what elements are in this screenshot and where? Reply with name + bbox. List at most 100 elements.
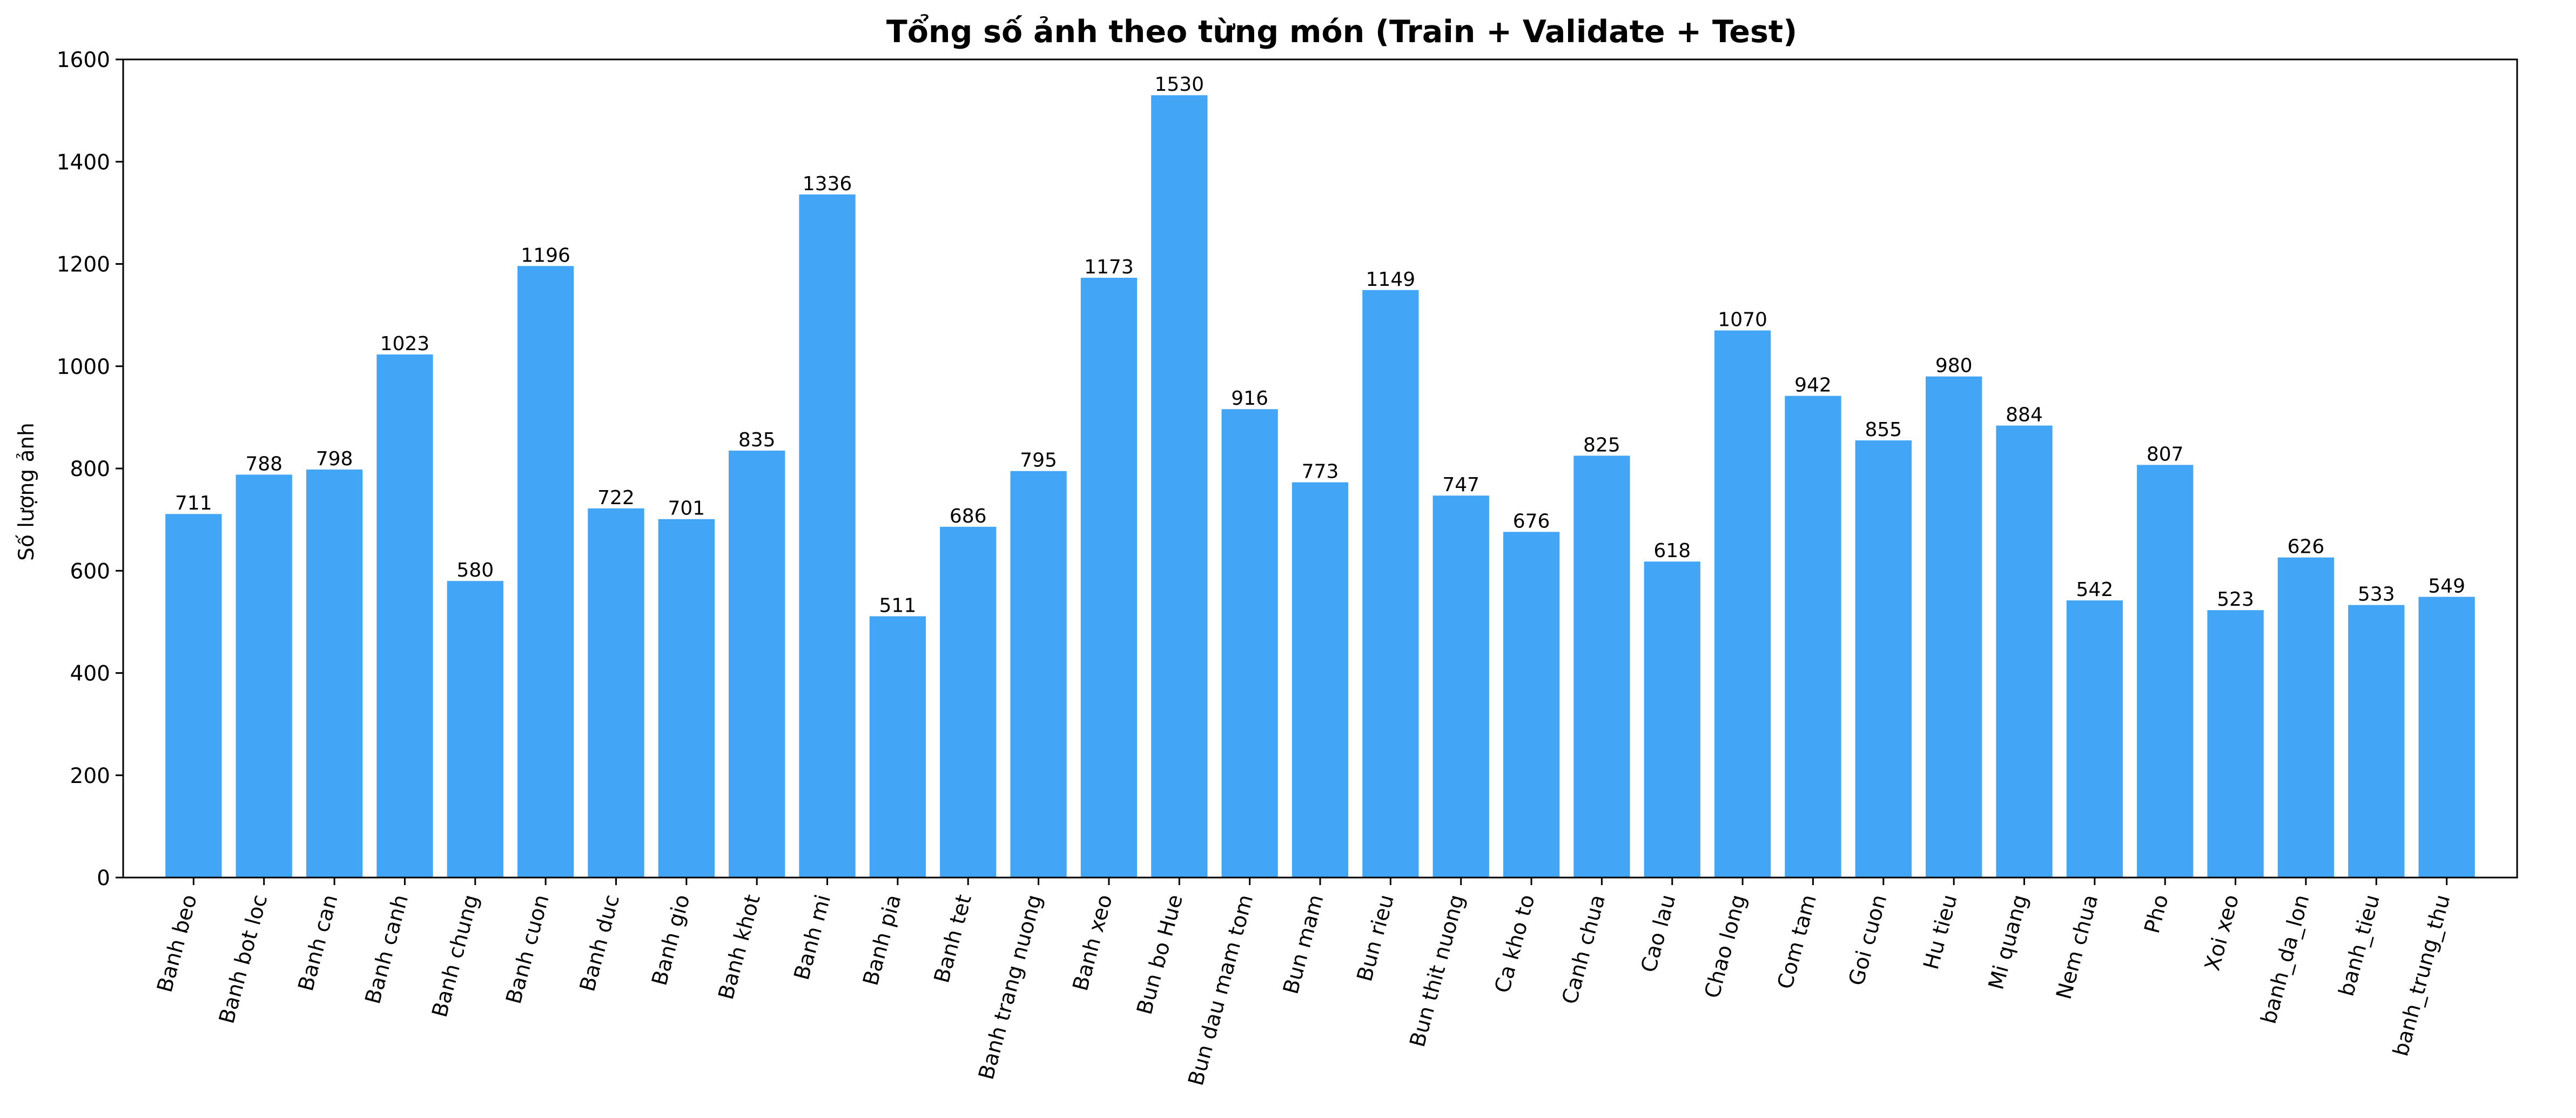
x-tick-label: banh_da_lon xyxy=(2257,892,2315,1026)
data-label: 626 xyxy=(2288,536,2325,558)
x-tick-label: Mi quang xyxy=(1984,892,2033,992)
x-tick-label: Banh cuon xyxy=(502,892,554,1007)
data-label: 542 xyxy=(2076,579,2114,601)
x-tick-label: Chao long xyxy=(1700,892,1751,1001)
x-tick-label: Banh trang nuong xyxy=(974,892,1047,1082)
bar xyxy=(729,450,785,878)
bar xyxy=(1432,496,1489,878)
bar xyxy=(2348,605,2405,878)
data-label: 1023 xyxy=(380,333,430,355)
x-tick-label: Banh mi xyxy=(790,892,836,982)
x-tick-label: Cao lau xyxy=(1637,892,1680,975)
bar xyxy=(2066,600,2123,878)
data-label: 884 xyxy=(2006,404,2043,426)
bar xyxy=(236,474,292,878)
x-tick-label: Goi cuon xyxy=(1844,892,1892,988)
data-label: 686 xyxy=(950,505,987,527)
bar xyxy=(1926,376,1982,878)
data-label: 580 xyxy=(456,559,494,581)
y-tick-label: 800 xyxy=(70,457,110,481)
x-tick-label: Nem chua xyxy=(2052,892,2103,1002)
x-tick-label: Banh bot loc xyxy=(215,892,273,1026)
y-tick-label: 1000 xyxy=(57,355,110,379)
x-tick-label: Banh duc xyxy=(575,892,624,994)
x-tick-label: Banh can xyxy=(294,892,343,994)
x-tick-label: Bun mam xyxy=(1279,892,1328,997)
x-tick-label: Banh pia xyxy=(859,892,906,988)
x-tick-label: Banh tet xyxy=(930,892,977,986)
bar xyxy=(1785,396,1841,878)
data-label: 855 xyxy=(1865,419,1902,441)
data-label: 1196 xyxy=(521,244,570,266)
bar xyxy=(1151,95,1208,878)
x-tick-label: Canh chua xyxy=(1558,892,1610,1007)
x-tick-label: Ca kho to xyxy=(1490,892,1540,996)
x-tick-label: Banh khot xyxy=(714,892,765,1002)
y-tick-label: 1200 xyxy=(57,253,110,277)
x-tick-label: Hu tieu xyxy=(1919,892,1962,972)
x-tick-label: Bun thit nuong xyxy=(1405,892,1469,1050)
bar xyxy=(1855,440,1912,878)
data-label: 980 xyxy=(1935,355,1973,377)
data-label: 533 xyxy=(2358,584,2395,606)
y-tick-label: 200 xyxy=(70,764,110,788)
data-label: 747 xyxy=(1442,474,1479,496)
bar xyxy=(869,616,926,878)
y-tick-label: 1600 xyxy=(57,48,110,72)
bar xyxy=(517,266,574,878)
data-label: 1070 xyxy=(1718,309,1767,331)
x-tick-label: Pho xyxy=(2140,892,2174,936)
data-label: 916 xyxy=(1231,387,1268,410)
data-label: 1149 xyxy=(1366,269,1416,291)
x-tick-label: Bun dau mam tom xyxy=(1184,892,1259,1088)
bar xyxy=(1644,561,1700,878)
data-label: 1173 xyxy=(1084,256,1134,278)
data-label: 711 xyxy=(175,492,212,514)
data-label: 618 xyxy=(1653,540,1691,562)
data-label: 798 xyxy=(316,448,353,470)
data-label: 1530 xyxy=(1154,73,1204,96)
bar xyxy=(658,519,715,878)
bar xyxy=(1996,425,2053,878)
bar xyxy=(2207,610,2264,878)
bar xyxy=(1010,471,1067,878)
bar xyxy=(2277,557,2335,878)
x-tick-label: Bun rieu xyxy=(1353,892,1399,984)
data-label: 523 xyxy=(2217,588,2254,611)
data-label: 835 xyxy=(738,429,776,451)
y-axis-ticks: 0 200 400 600 800 1000 1200 1400 1600 xyxy=(57,48,123,891)
x-tick-label: Com tam xyxy=(1773,892,1821,992)
x-tick-label: Banh chung xyxy=(428,892,484,1020)
x-tick-label: Bun bo Hue xyxy=(1133,892,1188,1017)
y-axis-label: Số lượng ảnh xyxy=(15,423,39,561)
bar xyxy=(1503,532,1560,878)
x-tick-label: banh_tieu xyxy=(2335,892,2385,999)
bar xyxy=(799,194,856,878)
y-tick-label: 600 xyxy=(70,559,110,584)
plot-frame xyxy=(122,58,2518,879)
bar xyxy=(2137,465,2194,878)
y-tick-label: 400 xyxy=(70,662,110,686)
chart-title: Tổng số ảnh theo từng món (Train + Valid… xyxy=(886,14,1797,50)
bar xyxy=(306,469,363,878)
bar xyxy=(1714,330,1771,878)
x-tick-label: Xoi xeo xyxy=(2201,892,2244,973)
bar xyxy=(376,354,433,878)
bar xyxy=(447,581,503,878)
data-label: 788 xyxy=(245,453,283,475)
data-label: 676 xyxy=(1513,510,1550,532)
x-tick-label: Banh canh xyxy=(361,892,413,1007)
y-tick-label: 1400 xyxy=(57,150,110,175)
data-label: 807 xyxy=(2147,443,2184,465)
data-label: 1336 xyxy=(803,173,852,195)
x-axis-ticks: Banh beo Banh bot loc Banh can Banh canh Ban… xyxy=(153,878,2455,1088)
data-label: 701 xyxy=(668,498,705,520)
data-label: 942 xyxy=(1794,374,1832,397)
bar xyxy=(940,526,997,878)
data-label: 511 xyxy=(879,594,917,617)
data-label: 825 xyxy=(1583,434,1620,456)
bar xyxy=(1080,278,1138,878)
data-label: 773 xyxy=(1302,461,1339,483)
y-tick-label: 0 xyxy=(97,866,110,891)
